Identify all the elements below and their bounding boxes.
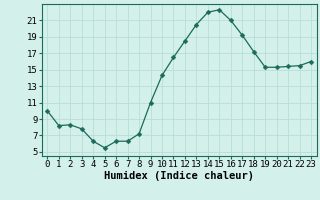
X-axis label: Humidex (Indice chaleur): Humidex (Indice chaleur) xyxy=(104,171,254,181)
